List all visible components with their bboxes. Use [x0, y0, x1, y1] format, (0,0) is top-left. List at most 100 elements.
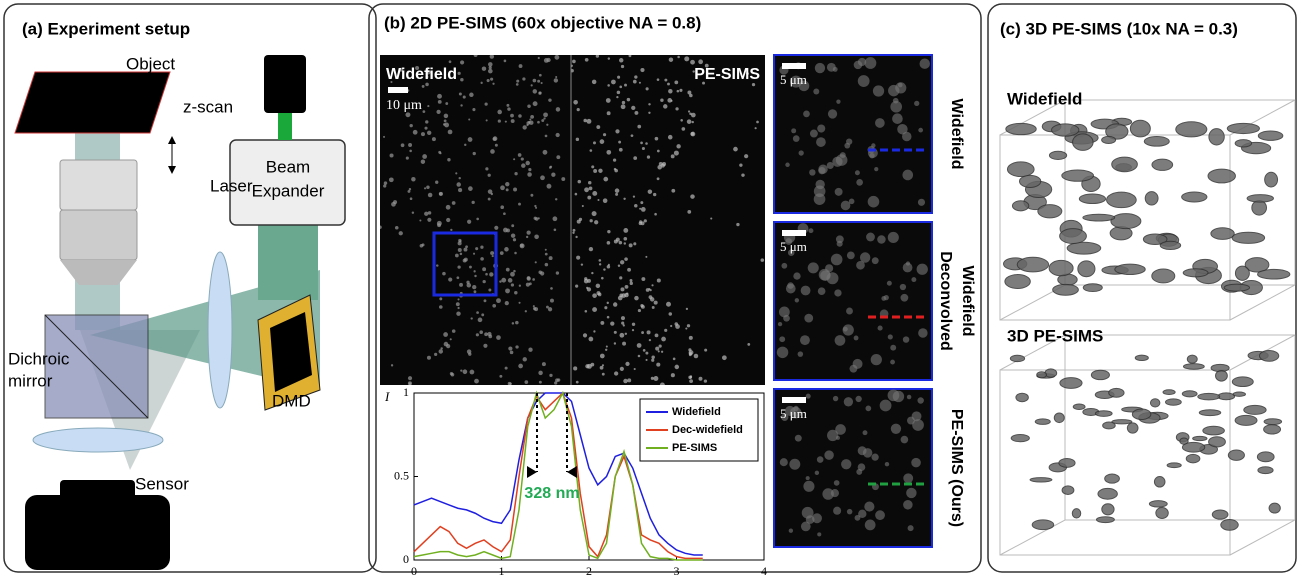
speck — [783, 314, 790, 322]
speck — [641, 146, 645, 151]
speck — [808, 228, 814, 234]
blob — [1257, 130, 1284, 141]
speck — [600, 320, 605, 325]
blob — [1031, 519, 1055, 531]
speck — [473, 290, 477, 294]
speck — [864, 519, 876, 531]
speck — [544, 248, 547, 251]
speck — [675, 107, 679, 111]
blob — [1234, 139, 1253, 148]
speck — [482, 279, 486, 284]
speck — [642, 349, 646, 352]
speck — [400, 143, 405, 148]
y-tick-label: 1 — [403, 385, 409, 399]
speck — [457, 298, 460, 301]
speck — [597, 292, 602, 297]
speck — [645, 288, 650, 292]
speck — [596, 125, 601, 129]
speck — [585, 364, 590, 369]
speck — [522, 125, 527, 130]
speck — [751, 82, 756, 87]
speck — [529, 118, 532, 121]
speck — [589, 219, 593, 223]
speck — [427, 211, 432, 215]
speck — [598, 168, 603, 173]
speck — [918, 328, 928, 338]
x-tick-label: 4 — [761, 564, 767, 576]
speck — [736, 222, 740, 227]
blob — [1211, 509, 1229, 520]
blob — [1106, 191, 1137, 209]
speck — [624, 257, 628, 261]
blob — [1011, 200, 1030, 212]
blob — [1097, 487, 1118, 500]
speck — [538, 380, 542, 384]
speck — [846, 251, 855, 260]
speck — [457, 71, 461, 75]
label: Dichroic — [8, 349, 70, 368]
speck — [620, 260, 625, 265]
speck — [917, 397, 924, 404]
speck — [601, 364, 605, 367]
speck — [576, 108, 580, 112]
speck — [606, 111, 611, 116]
speck — [890, 423, 902, 434]
speck — [606, 301, 609, 305]
speck — [626, 292, 629, 295]
speck — [607, 263, 610, 266]
image-label: Widefield — [386, 66, 457, 83]
blob — [1207, 168, 1236, 184]
speck — [591, 211, 597, 217]
speck — [425, 82, 429, 87]
speck — [492, 303, 497, 308]
speck — [640, 304, 645, 309]
speck — [645, 87, 649, 91]
speck — [617, 75, 621, 79]
speck — [834, 289, 842, 297]
speck — [884, 461, 890, 467]
blob — [1198, 409, 1222, 417]
speck — [630, 134, 634, 138]
speck — [455, 253, 459, 258]
speck — [458, 176, 461, 180]
speck — [651, 284, 654, 287]
blob — [1155, 507, 1169, 519]
speck — [555, 107, 561, 112]
speck — [641, 277, 646, 282]
speck — [621, 321, 625, 325]
speck — [616, 90, 621, 95]
image-label: PE-SIMS — [694, 66, 760, 83]
speck — [747, 342, 751, 346]
speck — [543, 117, 546, 120]
speck — [607, 84, 610, 87]
speck — [815, 179, 825, 190]
speck — [809, 169, 816, 176]
speck — [844, 142, 851, 149]
speck — [862, 430, 868, 436]
x-tick-label: 2 — [586, 564, 592, 576]
speck — [537, 56, 540, 60]
speck — [424, 211, 429, 216]
speck — [628, 243, 633, 248]
speck — [833, 480, 840, 486]
speck — [383, 181, 388, 185]
speck — [856, 468, 863, 475]
inset-label: Widefield — [959, 266, 976, 337]
speck — [482, 267, 487, 272]
speck — [555, 378, 559, 383]
speck — [534, 204, 537, 208]
speck — [887, 334, 893, 340]
speck — [611, 79, 616, 85]
speck — [638, 221, 642, 226]
blob — [1234, 414, 1258, 426]
speck — [586, 287, 592, 292]
speck — [668, 89, 673, 94]
speck — [827, 429, 839, 442]
speck — [447, 129, 453, 135]
speck — [903, 500, 913, 510]
speck — [618, 240, 623, 245]
speck — [645, 351, 649, 355]
speck — [881, 296, 887, 301]
speck — [640, 67, 645, 73]
speck — [483, 299, 487, 303]
